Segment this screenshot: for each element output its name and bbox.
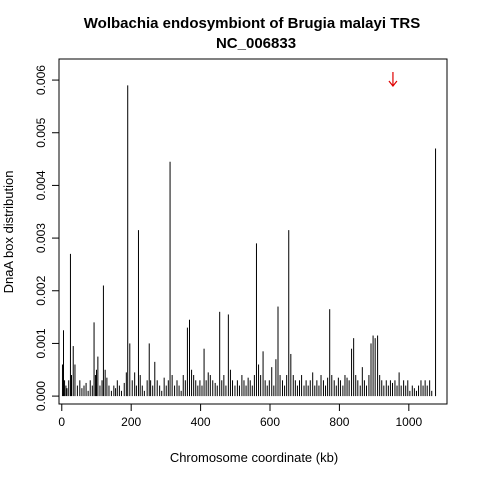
- marker-arrow-head: [388, 80, 398, 87]
- x-axis: 0 200 400 600 800 1000: [58, 404, 422, 429]
- x-axis-label: Chromosome coordinate (kb): [170, 450, 338, 465]
- x-tick-label: 0: [58, 415, 65, 429]
- marker-arrow-group: [388, 72, 398, 87]
- plot-frame: [58, 58, 448, 405]
- x-tick-label: 800: [329, 415, 349, 429]
- y-tick-label: 0.003: [34, 223, 48, 253]
- y-axis: 0.000 0.001 0.002 0.003 0.004 0.005 0.006: [34, 65, 59, 411]
- x-tick-label: 600: [260, 415, 280, 429]
- y-axis-label: DnaA box distribution: [1, 171, 16, 294]
- y-tick-label: 0.001: [34, 328, 48, 358]
- y-tick-label: 0.006: [34, 65, 48, 95]
- y-tick-label: 0.004: [34, 170, 48, 200]
- y-tick-label: 0.002: [34, 275, 48, 305]
- bars-group: [61, 85, 437, 397]
- x-tick-label: 200: [121, 415, 141, 429]
- x-tick-label: 1000: [395, 415, 422, 429]
- y-tick-label: 0.000: [34, 381, 48, 411]
- chart-subtitle: NC_006833: [216, 35, 296, 52]
- chart-title: Wolbachia endosymbiont of Brugia malayi …: [84, 15, 420, 32]
- x-tick-label: 400: [191, 415, 211, 429]
- y-tick-label: 0.005: [34, 117, 48, 147]
